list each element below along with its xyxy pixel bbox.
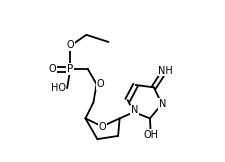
Text: HO: HO bbox=[51, 83, 65, 93]
Text: O: O bbox=[97, 79, 104, 89]
Text: P: P bbox=[67, 64, 73, 74]
Text: OH: OH bbox=[143, 130, 158, 140]
Text: N: N bbox=[159, 99, 166, 109]
Text: NH: NH bbox=[158, 66, 173, 76]
Text: O: O bbox=[49, 64, 57, 74]
Text: O: O bbox=[98, 122, 106, 132]
Text: N: N bbox=[131, 105, 138, 116]
Text: O: O bbox=[67, 40, 74, 50]
